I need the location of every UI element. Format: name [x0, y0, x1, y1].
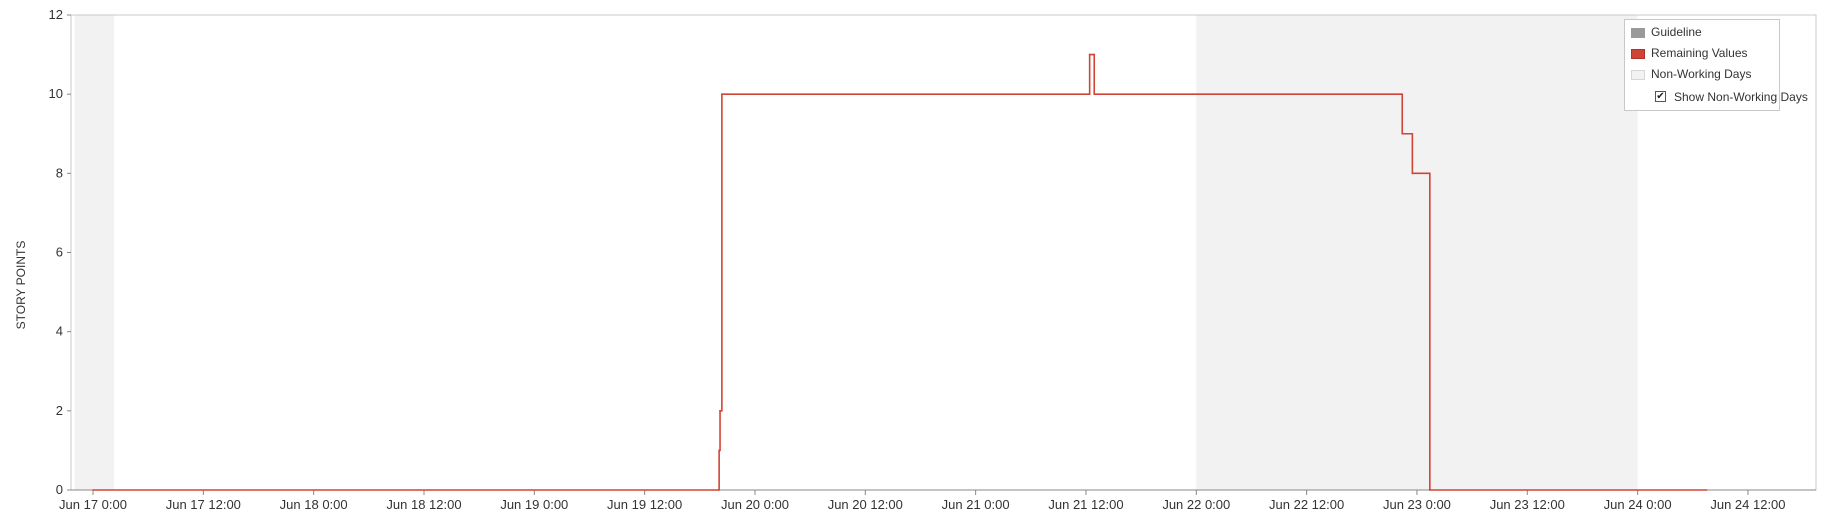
non-working-band-0: [74, 15, 115, 490]
x-tick-label: Jun 20 0:00: [721, 497, 789, 512]
legend-item-non-working-days[interactable]: Non-Working Days: [1631, 66, 1751, 82]
checkbox-checked-icon[interactable]: ✔: [1655, 91, 1666, 103]
x-tick-label: Jun 19 0:00: [500, 497, 568, 512]
x-tick-label: Jun 24 12:00: [1710, 497, 1785, 512]
y-tick-label: 12: [49, 7, 63, 22]
legend-item-remaining-values[interactable]: Remaining Values: [1631, 45, 1748, 61]
series-point: [1087, 93, 1090, 95]
x-tick-label: Jun 17 0:00: [59, 497, 127, 512]
x-tick-label: Jun 18 12:00: [386, 497, 461, 512]
series-point: [1092, 53, 1095, 56]
x-tick-label: Jun 21 12:00: [1048, 497, 1123, 512]
x-tick-label: Jun 17 12:00: [166, 497, 241, 512]
series-point: [92, 489, 94, 491]
y-tick-label: 2: [56, 403, 63, 418]
show-non-working-days-label: Show Non-Working Days: [1674, 90, 1808, 104]
series-point: [718, 449, 720, 452]
x-tick-label: Jun 23 0:00: [1383, 497, 1451, 512]
x-tick-label: Jun 22 12:00: [1269, 497, 1344, 512]
series-point: [1093, 93, 1096, 95]
series-point: [1401, 132, 1404, 135]
legend-label: Remaining Values: [1651, 46, 1748, 60]
chart-legend: Guideline Remaining Values Non-Working D…: [1624, 19, 1808, 111]
y-axis-label: STORY POINTS: [14, 241, 28, 330]
legend-swatch-remaining-values: [1631, 48, 1645, 59]
series-point: [1411, 172, 1414, 175]
x-tick-label: Jun 22 0:00: [1162, 497, 1230, 512]
legend-swatch-non-working-days: [1631, 69, 1645, 80]
series-point: [719, 410, 721, 412]
y-tick-label: 6: [56, 245, 63, 260]
x-tick-label: Jun 18 0:00: [280, 497, 348, 512]
series-point: [1088, 53, 1091, 56]
series-point: [717, 489, 720, 491]
y-tick-label: 10: [49, 86, 63, 101]
x-tick-label: Jun 21 0:00: [942, 497, 1010, 512]
x-tick-label: Jun 20 12:00: [828, 497, 903, 512]
non-working-band-1: [1196, 15, 1638, 490]
series-point: [721, 93, 723, 95]
legend-swatch-guideline: [1631, 27, 1645, 38]
y-tick-label: 4: [56, 324, 63, 339]
y-tick-label: 0: [56, 482, 63, 497]
legend-label: Non-Working Days: [1651, 67, 1752, 81]
x-tick-label: Jun 24 0:00: [1604, 497, 1672, 512]
series-point: [1705, 489, 1708, 491]
x-tick-label: Jun 19 12:00: [607, 497, 682, 512]
series-point: [1410, 132, 1413, 135]
show-non-working-days-toggle[interactable]: ✔ Show Non-Working Days: [1655, 89, 1808, 105]
y-tick-label: 8: [56, 165, 63, 180]
legend-item-guideline[interactable]: Guideline: [1631, 24, 1702, 40]
series-point: [1400, 93, 1403, 95]
x-tick-label: Jun 23 12:00: [1490, 497, 1565, 512]
series-point: [1428, 172, 1430, 175]
legend-label: Guideline: [1651, 25, 1702, 39]
series-point: [1429, 489, 1431, 491]
